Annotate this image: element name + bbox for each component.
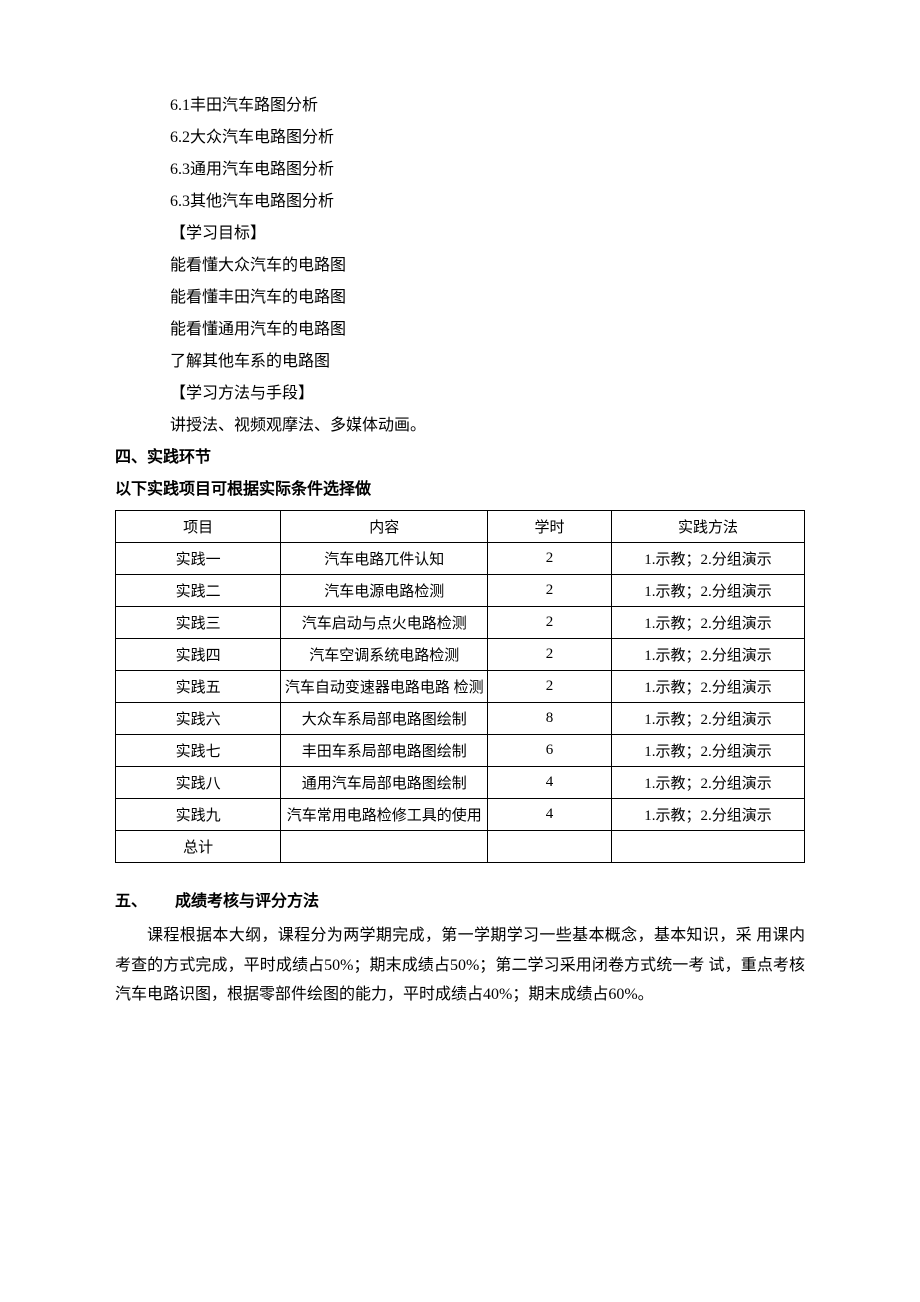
cell-method: 1.示教；2.分组演示 [612, 575, 805, 607]
subsection-heading: 【学习方法与手段】 [115, 378, 805, 410]
outline-item: 6.3通用汽车电路图分析 [115, 154, 805, 186]
section-5-heading: 五、 成绩考核与评分方法 [115, 887, 805, 911]
col-header-project: 项目 [116, 511, 281, 543]
cell-hours [488, 831, 612, 863]
cell-hours: 8 [488, 703, 612, 735]
cell-project: 实践二 [116, 575, 281, 607]
cell-hours: 2 [488, 543, 612, 575]
table-row: 实践七 丰田车系局部电路图绘制 6 1.示教；2.分组演示 [116, 735, 805, 767]
practice-table: 项目 内容 学时 实践方法 实践一 汽车电路兀件认知 2 1.示教；2.分组演示… [115, 510, 805, 863]
cell-content: 汽车自动变速器电路电路 检测 [281, 671, 488, 703]
cell-method: 1.示教；2.分组演示 [612, 735, 805, 767]
section-4-heading: 四、实践环节 [115, 442, 805, 474]
cell-method: 1.示教；2.分组演示 [612, 639, 805, 671]
cell-method: 1.示教；2.分组演示 [612, 671, 805, 703]
cell-project: 实践七 [116, 735, 281, 767]
table-row: 实践三 汽车启动与点火电路检测 2 1.示教；2.分组演示 [116, 607, 805, 639]
subsection-heading: 【学习目标】 [115, 218, 805, 250]
cell-hours: 4 [488, 767, 612, 799]
col-header-content: 内容 [281, 511, 488, 543]
cell-method: 1.示教；2.分组演示 [612, 543, 805, 575]
section-4-note: 以下实践项目可根据实际条件选择做 [115, 474, 805, 506]
cell-content: 汽车电路兀件认知 [281, 543, 488, 575]
table-row: 实践二 汽车电源电路检测 2 1.示教；2.分组演示 [116, 575, 805, 607]
outline-item: 6.1丰田汽车路图分析 [115, 90, 805, 122]
cell-method: 1.示教；2.分组演示 [612, 767, 805, 799]
cell-content: 大众车系局部电路图绘制 [281, 703, 488, 735]
table-row: 实践四 汽车空调系统电路检测 2 1.示教；2.分组演示 [116, 639, 805, 671]
cell-content: 汽车空调系统电路检测 [281, 639, 488, 671]
table-row: 实践五 汽车自动变速器电路电路 检测 2 1.示教；2.分组演示 [116, 671, 805, 703]
outline-item: 6.3其他汽车电路图分析 [115, 186, 805, 218]
cell-project: 实践一 [116, 543, 281, 575]
cell-hours: 4 [488, 799, 612, 831]
outline-item: 能看懂大众汽车的电路图 [115, 250, 805, 282]
cell-content [281, 831, 488, 863]
table-header-row: 项目 内容 学时 实践方法 [116, 511, 805, 543]
cell-content: 汽车常用电路检修工具的使用 [281, 799, 488, 831]
cell-project: 实践八 [116, 767, 281, 799]
cell-hours: 2 [488, 575, 612, 607]
cell-project: 实践九 [116, 799, 281, 831]
col-header-method: 实践方法 [612, 511, 805, 543]
cell-project: 总计 [116, 831, 281, 863]
outline-item: 讲授法、视频观摩法、多媒体动画。 [115, 410, 805, 442]
table-row: 实践一 汽车电路兀件认知 2 1.示教；2.分组演示 [116, 543, 805, 575]
cell-hours: 2 [488, 607, 612, 639]
col-header-hours: 学时 [488, 511, 612, 543]
section-5-paragraph: 课程根据本大纲，课程分为两学期完成，第一学期学习一些基本概念，基本知识，采 用课… [115, 921, 805, 1010]
outline-item: 了解其他车系的电路图 [115, 346, 805, 378]
cell-content: 丰田车系局部电路图绘制 [281, 735, 488, 767]
cell-method [612, 831, 805, 863]
cell-method: 1.示教；2.分组演示 [612, 607, 805, 639]
cell-hours: 2 [488, 671, 612, 703]
cell-hours: 2 [488, 639, 612, 671]
cell-method: 1.示教；2.分组演示 [612, 703, 805, 735]
cell-project: 实践五 [116, 671, 281, 703]
table-row: 实践八 通用汽车局部电路图绘制 4 1.示教；2.分组演示 [116, 767, 805, 799]
outline-item: 能看懂丰田汽车的电路图 [115, 282, 805, 314]
outline-item: 能看懂通用汽车的电路图 [115, 314, 805, 346]
table-row-total: 总计 [116, 831, 805, 863]
cell-content: 汽车启动与点火电路检测 [281, 607, 488, 639]
cell-hours: 6 [488, 735, 612, 767]
section-5-number: 五、 [115, 887, 147, 911]
cell-content: 通用汽车局部电路图绘制 [281, 767, 488, 799]
table-row: 实践六 大众车系局部电路图绘制 8 1.示教；2.分组演示 [116, 703, 805, 735]
cell-project: 实践三 [116, 607, 281, 639]
table-row: 实践九 汽车常用电路检修工具的使用 4 1.示教；2.分组演示 [116, 799, 805, 831]
cell-content: 汽车电源电路检测 [281, 575, 488, 607]
section-5-title: 成绩考核与评分方法 [175, 893, 319, 910]
cell-method: 1.示教；2.分组演示 [612, 799, 805, 831]
cell-project: 实践四 [116, 639, 281, 671]
cell-project: 实践六 [116, 703, 281, 735]
document-page: 6.1丰田汽车路图分析 6.2大众汽车电路图分析 6.3通用汽车电路图分析 6.… [0, 0, 920, 1302]
outline-item: 6.2大众汽车电路图分析 [115, 122, 805, 154]
